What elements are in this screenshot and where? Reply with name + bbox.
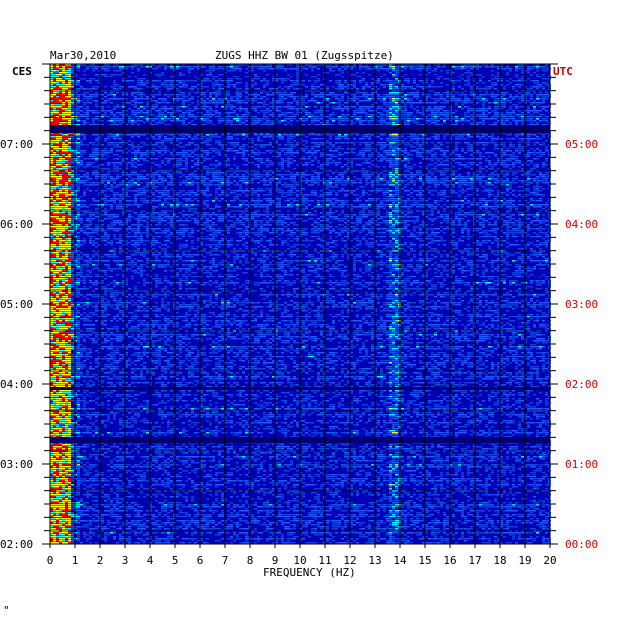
x-tick-label: 17	[468, 554, 481, 567]
x-tick-label: 3	[122, 554, 129, 567]
y-tick-label-left: 06:00	[0, 218, 33, 231]
x-tick-label: 15	[418, 554, 431, 567]
chart-date: Mar30,2010	[50, 49, 116, 62]
y-axis-left: 02:00 03:00 04:00 05:00 06:00 07:00	[0, 64, 50, 551]
x-tick-label: 2	[97, 554, 104, 567]
y-tick-label-right: 05:00	[565, 138, 598, 151]
x-tick-label: 18	[493, 554, 506, 567]
spectrogram-plot-area	[50, 64, 551, 544]
x-tick-label: 6	[197, 554, 204, 567]
y-tick-label-right: 00:00	[565, 538, 598, 551]
x-tick-label: 16	[443, 554, 456, 567]
x-tick-label: 0	[47, 554, 54, 567]
y-tick-label-left: 02:00	[0, 538, 33, 551]
x-tick-label: 8	[247, 554, 254, 567]
x-tick-label: 5	[172, 554, 179, 567]
x-axis-label: FREQUENCY (HZ)	[263, 566, 356, 579]
y-tick-label-right: 04:00	[565, 218, 598, 231]
y-tick-label-right: 02:00	[565, 378, 598, 391]
left-zone-label: CES	[12, 65, 32, 78]
x-tick-label: 14	[393, 554, 407, 567]
y-tick-label-left: 04:00	[0, 378, 33, 391]
x-tick-label: 20	[543, 554, 556, 567]
y-tick-label-right: 01:00	[565, 458, 598, 471]
x-tick-label: 1	[72, 554, 79, 567]
x-tick-label: 7	[222, 554, 229, 567]
y-tick-label-left: 03:00	[0, 458, 33, 471]
x-tick-label: 4	[147, 554, 154, 567]
chart-title: ZUGS HHZ BW 01 (Zugsspitze)	[215, 49, 394, 62]
y-tick-label-left: 05:00	[0, 298, 33, 311]
x-axis: 0 1 2 3 4 5 6 7 8 9 10 11 12 13 14 15 16 17 18 19 20	[47, 544, 557, 567]
y-axis-right: 00:00 01:00 02:00 03:00 04:00 05:00	[550, 64, 598, 551]
y-tick-label-left: 07:00	[0, 138, 33, 151]
right-zone-label: UTC	[553, 65, 573, 78]
y-tick-label-right: 03:00	[565, 298, 598, 311]
x-tick-label: 13	[368, 554, 381, 567]
footer-mark: "	[3, 604, 10, 617]
x-tick-label: 19	[518, 554, 531, 567]
